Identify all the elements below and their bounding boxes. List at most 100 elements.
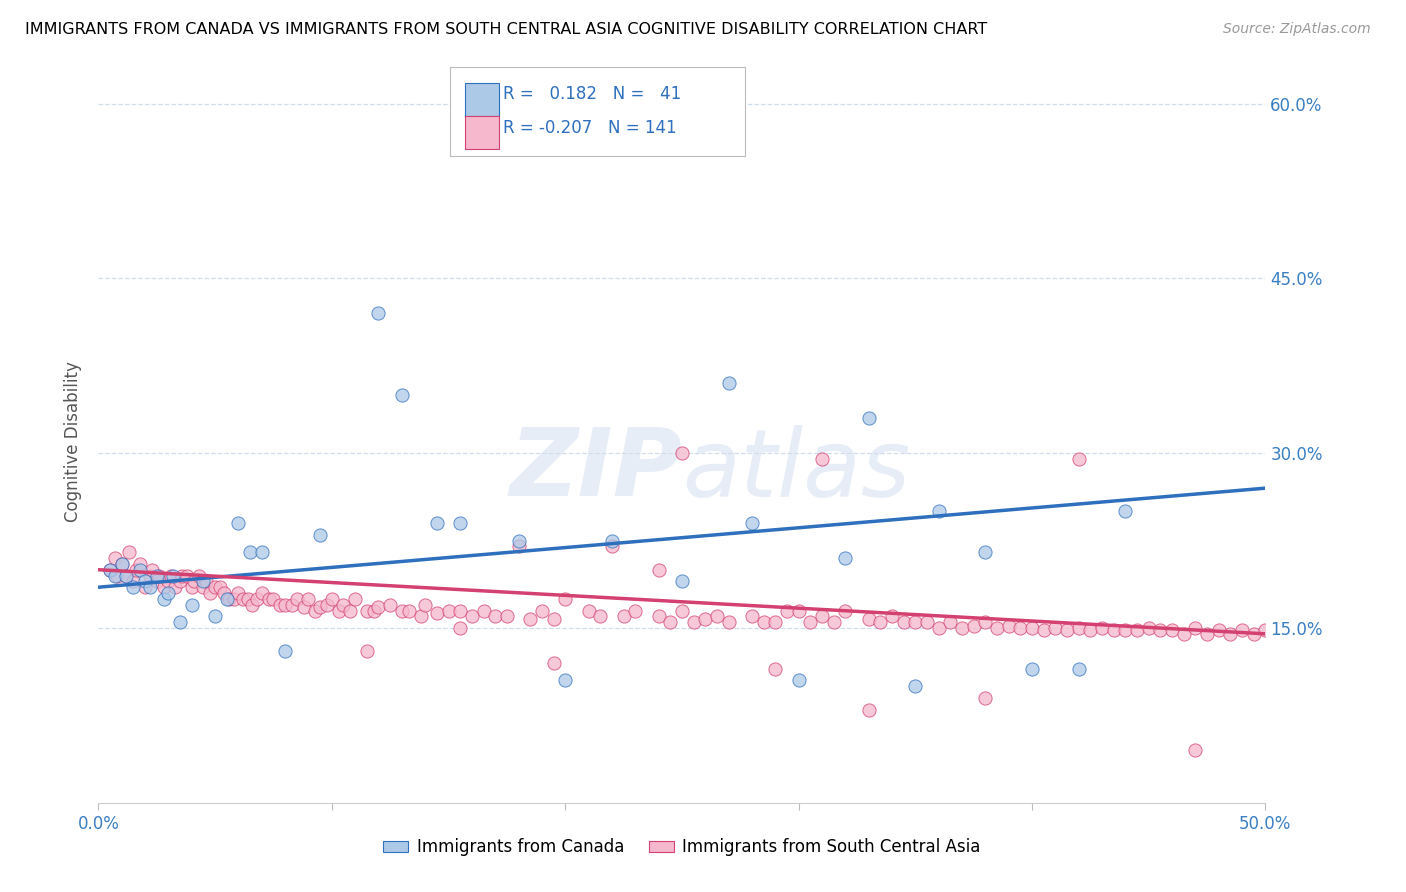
Point [543,656,565,670]
Point [1067,662,1090,676]
Point [915,615,938,630]
Point [904,615,927,630]
Point [98,563,121,577]
Point [176,568,198,582]
Point [1032,624,1054,638]
Point [437,603,460,617]
Point [183,574,205,589]
Point [222,591,245,606]
Point [111,557,134,571]
Point [763,615,786,630]
Point [928,504,950,518]
Point [647,563,669,577]
Point [328,603,350,617]
Text: ZIP: ZIP [509,425,682,516]
Point [449,621,471,635]
Point [316,598,339,612]
Point [208,580,231,594]
Point [496,609,519,624]
Point [600,540,623,554]
Point [104,568,127,582]
Point [139,580,162,594]
Point [134,580,156,594]
Point [239,545,262,559]
Point [332,598,354,612]
Point [180,580,202,594]
Point [1149,624,1171,638]
Text: atlas: atlas [682,425,910,516]
Point [309,528,332,542]
Text: R =   0.182   N =   41: R = 0.182 N = 41 [503,85,682,103]
Point [111,557,134,571]
Point [363,603,385,617]
Point [204,580,226,594]
Point [426,516,449,530]
Point [309,600,332,615]
Point [356,603,378,617]
Point [1114,504,1136,518]
Point [292,600,315,615]
Point [449,603,471,617]
Point [426,606,449,620]
Point [776,603,799,617]
Point [339,603,361,617]
Point [624,603,647,617]
Point [939,615,962,630]
Point [281,598,304,612]
Point [787,673,810,688]
Point [187,568,209,582]
Point [391,603,413,617]
Point [589,609,612,624]
Point [1056,624,1078,638]
Point [472,603,495,617]
Y-axis label: Cognitive Disability: Cognitive Disability [63,361,82,522]
Point [165,580,187,594]
Point [519,612,541,626]
Point [834,603,856,617]
Point [321,591,343,606]
Point [811,452,834,467]
Text: Source: ZipAtlas.com: Source: ZipAtlas.com [1223,22,1371,37]
Point [413,598,436,612]
Point [834,551,856,566]
Point [297,591,319,606]
Point [1161,624,1184,638]
Point [974,615,997,630]
Point [1067,621,1090,635]
Point [105,568,128,582]
Point [152,580,174,594]
Point [1254,624,1277,638]
Point [125,563,148,577]
Point [141,563,163,577]
Point [194,574,217,589]
Point [858,411,880,425]
Point [799,615,821,630]
Point [159,568,181,582]
Point [180,598,202,612]
Point [811,609,834,624]
Point [193,574,215,589]
Point [367,600,389,615]
Point [787,603,810,617]
Point [858,612,880,626]
Point [1010,621,1032,635]
Point [129,563,152,577]
Point [367,306,389,320]
Point [380,598,402,612]
Point [997,618,1019,632]
Point [449,516,471,530]
Point [904,679,927,693]
Point [274,644,297,658]
Point [274,598,297,612]
Point [122,574,145,589]
Point [974,545,997,559]
Point [169,574,191,589]
Point [200,586,222,600]
Point [1219,627,1241,641]
Point [1184,743,1206,757]
Point [706,609,728,624]
Point [554,673,576,688]
Point [928,621,950,635]
Point [152,591,174,606]
Point [204,609,226,624]
